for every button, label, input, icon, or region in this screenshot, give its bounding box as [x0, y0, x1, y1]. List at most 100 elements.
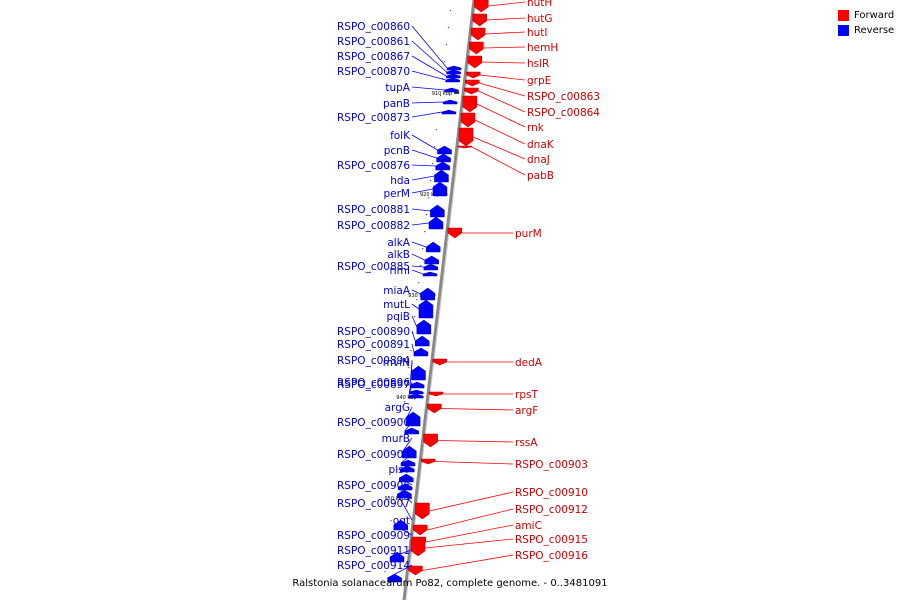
reverse-gene-mark[interactable] — [389, 551, 405, 563]
forward-gene-mark[interactable] — [432, 358, 448, 366]
reverse-gene-label[interactable]: RSPO_c00914 — [337, 560, 410, 572]
reverse-gene-mark[interactable] — [446, 69, 461, 75]
reverse-gene-mark[interactable] — [397, 483, 413, 491]
reverse-gene-label[interactable]: pqiB — [387, 311, 410, 323]
reverse-gene-mark[interactable] — [413, 347, 429, 357]
reverse-gene-mark[interactable] — [402, 445, 417, 459]
forward-gene-mark[interactable] — [457, 145, 473, 149]
reverse-gene-mark[interactable] — [404, 427, 419, 435]
forward-gene-mark[interactable] — [466, 71, 481, 79]
forward-gene-label[interactable]: RSPO_c00912 — [515, 504, 588, 516]
forward-gene-mark[interactable] — [458, 127, 474, 147]
reverse-gene-mark[interactable] — [432, 181, 448, 197]
reverse-gene-label[interactable]: mviN — [383, 357, 410, 369]
forward-gene-mark[interactable] — [408, 565, 423, 576]
forward-gene-mark[interactable] — [474, 0, 489, 13]
reverse-gene-mark[interactable] — [437, 145, 452, 155]
reverse-gene-label[interactable]: folK — [390, 130, 411, 142]
forward-gene-mark[interactable] — [415, 502, 430, 520]
forward-gene-label[interactable]: dnaK — [527, 139, 555, 151]
forward-gene-label[interactable]: RSPO_c00863 — [527, 91, 600, 103]
forward-gene-mark[interactable] — [447, 227, 463, 239]
forward-gene-mark[interactable] — [462, 95, 478, 113]
reverse-gene-label[interactable]: murB — [382, 433, 410, 445]
reverse-gene-mark[interactable] — [420, 287, 435, 301]
reverse-gene-label[interactable]: pcnB — [384, 145, 410, 157]
reverse-gene-label[interactable]: plsY — [389, 464, 411, 476]
reverse-gene-mark[interactable] — [408, 393, 424, 399]
reverse-gene-label[interactable]: tupA — [385, 82, 410, 94]
reverse-gene-mark[interactable] — [435, 161, 450, 171]
forward-gene-label[interactable]: dedA — [515, 357, 543, 369]
forward-gene-mark[interactable] — [472, 13, 487, 27]
reverse-gene-label[interactable]: miaA — [383, 285, 411, 297]
forward-gene-label[interactable]: dnaJ — [527, 154, 550, 166]
reverse-gene-label[interactable]: RSPO_c00904 — [337, 449, 410, 461]
forward-gene-mark[interactable] — [460, 112, 476, 128]
reverse-gene-label[interactable]: RSPO_c00909 — [337, 530, 410, 542]
reverse-gene-label[interactable]: RSPO_c00876 — [337, 160, 410, 172]
reverse-gene-mark[interactable] — [405, 411, 421, 427]
reverse-gene-label[interactable]: RSPO_c00900 — [337, 417, 410, 429]
reverse-gene-mark[interactable] — [423, 263, 439, 271]
forward-gene-mark[interactable] — [464, 87, 479, 95]
forward-gene-mark[interactable] — [465, 79, 480, 87]
reverse-gene-label[interactable]: RSPO_c00907 — [337, 498, 410, 510]
reverse-gene-mark[interactable] — [436, 153, 451, 163]
reverse-gene-label[interactable]: RSPO_c00873 — [337, 112, 410, 124]
reverse-gene-mark[interactable] — [444, 87, 459, 93]
reverse-gene-label[interactable]: alkA — [387, 237, 410, 249]
reverse-gene-mark[interactable] — [430, 204, 445, 218]
reverse-gene-mark[interactable] — [393, 519, 408, 531]
forward-gene-label[interactable]: argF — [515, 405, 538, 417]
reverse-gene-label[interactable]: argG — [385, 402, 410, 414]
reverse-gene-mark[interactable] — [416, 319, 432, 335]
reverse-gene-mark[interactable] — [424, 255, 439, 265]
forward-gene-label[interactable]: RSPO_c00864 — [527, 107, 600, 119]
reverse-gene-mark[interactable] — [446, 65, 462, 71]
forward-gene-label[interactable]: hemH — [527, 42, 558, 54]
reverse-gene-mark[interactable] — [411, 365, 426, 381]
forward-gene-label[interactable]: pabB — [527, 170, 554, 182]
reverse-gene-mark[interactable] — [445, 73, 461, 79]
reverse-gene-label[interactable]: RSPO_c00867 — [337, 51, 410, 63]
reverse-gene-label[interactable]: mutL — [383, 299, 410, 311]
reverse-gene-label[interactable]: RSPO_c00897 — [337, 379, 410, 391]
reverse-gene-label[interactable]: RSPO_c00881 — [337, 204, 410, 216]
reverse-gene-mark[interactable] — [418, 299, 434, 319]
reverse-gene-label[interactable]: panB — [383, 98, 410, 110]
reverse-gene-mark[interactable] — [425, 241, 441, 253]
forward-gene-label[interactable]: hslR — [527, 58, 549, 70]
forward-gene-label[interactable]: RSPO_c00910 — [515, 487, 588, 499]
forward-gene-label[interactable]: hutG — [527, 13, 553, 25]
reverse-gene-label[interactable]: hda — [390, 175, 410, 187]
reverse-gene-label[interactable]: RSPO_c00860 — [337, 21, 410, 33]
forward-gene-mark[interactable] — [467, 55, 483, 69]
reverse-gene-mark[interactable] — [445, 77, 460, 83]
reverse-gene-mark[interactable] — [428, 216, 444, 230]
forward-gene-mark[interactable] — [428, 391, 444, 397]
reverse-gene-mark[interactable] — [442, 99, 458, 105]
forward-gene-label[interactable]: rnk — [527, 122, 545, 134]
reverse-gene-mark[interactable] — [434, 169, 449, 183]
reverse-gene-label[interactable]: rimI — [389, 265, 410, 277]
reverse-gene-label[interactable]: RSPO_c00890 — [337, 326, 410, 338]
forward-gene-mark[interactable] — [427, 403, 442, 414]
forward-gene-label[interactable]: rpsT — [515, 389, 538, 401]
reverse-gene-label[interactable]: RSPO_c00861 — [337, 36, 410, 48]
forward-gene-mark[interactable] — [469, 41, 484, 55]
forward-gene-label[interactable]: hutH — [527, 0, 552, 9]
forward-gene-mark[interactable] — [410, 539, 426, 557]
reverse-gene-mark[interactable] — [414, 335, 430, 347]
forward-gene-mark[interactable] — [412, 524, 428, 536]
forward-gene-label[interactable]: grpE — [527, 75, 551, 87]
forward-gene-mark[interactable] — [420, 458, 436, 465]
reverse-gene-label[interactable]: RSPO_c00891 — [337, 339, 410, 351]
reverse-gene-mark[interactable] — [422, 271, 438, 277]
reverse-gene-label[interactable]: perM — [383, 188, 410, 200]
reverse-gene-label[interactable]: RSPO_c00882 — [337, 220, 410, 232]
reverse-gene-mark[interactable] — [409, 381, 425, 389]
forward-gene-label[interactable]: RSPO_c00916 — [515, 550, 588, 562]
forward-gene-mark[interactable] — [423, 433, 438, 448]
reverse-gene-label[interactable]: RSPO_c00885 — [337, 261, 410, 273]
